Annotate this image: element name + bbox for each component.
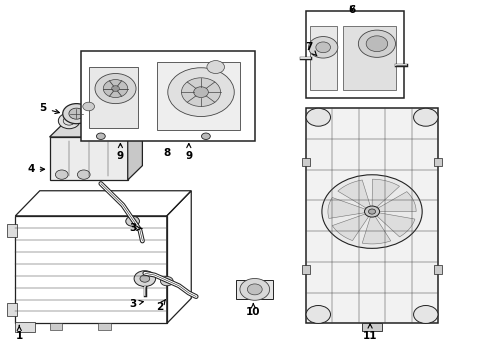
- Polygon shape: [328, 198, 365, 219]
- Circle shape: [366, 36, 388, 51]
- Text: 3: 3: [129, 224, 142, 233]
- Circle shape: [83, 102, 95, 111]
- Text: 8: 8: [163, 148, 171, 158]
- Circle shape: [112, 86, 120, 91]
- Text: 1: 1: [16, 325, 23, 341]
- Circle shape: [103, 80, 128, 98]
- Polygon shape: [332, 214, 368, 240]
- Text: 4: 4: [27, 164, 45, 174]
- Bar: [6, 224, 17, 237]
- Circle shape: [316, 42, 331, 53]
- Bar: [49, 323, 62, 330]
- Bar: [98, 323, 111, 330]
- Bar: [157, 62, 240, 130]
- Polygon shape: [377, 213, 415, 237]
- Circle shape: [55, 170, 68, 179]
- Bar: [81, 51, 255, 140]
- Circle shape: [306, 108, 331, 126]
- Circle shape: [201, 133, 210, 139]
- Polygon shape: [372, 179, 399, 207]
- Circle shape: [358, 30, 395, 57]
- Circle shape: [126, 216, 140, 226]
- Bar: [302, 158, 310, 166]
- Bar: [6, 303, 17, 316]
- Circle shape: [160, 276, 173, 286]
- Polygon shape: [128, 123, 143, 180]
- Text: 7: 7: [305, 42, 317, 56]
- Bar: [89, 67, 138, 128]
- Bar: [236, 280, 273, 299]
- Text: 11: 11: [363, 324, 377, 341]
- Bar: [362, 323, 382, 331]
- Bar: [310, 26, 337, 90]
- Bar: [302, 265, 310, 274]
- Polygon shape: [338, 180, 370, 208]
- Text: 9: 9: [185, 144, 193, 161]
- Text: 5: 5: [40, 103, 59, 113]
- Bar: [49, 137, 128, 180]
- Circle shape: [134, 271, 156, 287]
- Circle shape: [414, 306, 438, 323]
- Circle shape: [368, 209, 375, 214]
- Bar: [15, 322, 35, 332]
- Circle shape: [77, 170, 90, 179]
- Text: 6: 6: [349, 5, 356, 15]
- Polygon shape: [378, 192, 416, 212]
- Bar: [343, 26, 396, 90]
- Text: 9: 9: [117, 144, 124, 161]
- Polygon shape: [362, 217, 391, 244]
- Polygon shape: [49, 123, 143, 137]
- Circle shape: [168, 68, 234, 117]
- Text: 2: 2: [156, 300, 166, 312]
- Circle shape: [58, 113, 80, 129]
- Circle shape: [207, 60, 224, 73]
- Circle shape: [97, 133, 105, 139]
- Circle shape: [240, 279, 270, 300]
- Bar: [306, 108, 438, 323]
- Circle shape: [365, 206, 380, 217]
- Circle shape: [95, 73, 136, 104]
- Bar: [434, 265, 442, 274]
- Circle shape: [414, 108, 438, 126]
- Circle shape: [322, 175, 422, 248]
- Bar: [15, 216, 167, 323]
- Circle shape: [306, 306, 331, 323]
- Circle shape: [69, 108, 84, 119]
- Text: 3: 3: [129, 299, 144, 309]
- Circle shape: [181, 78, 221, 107]
- Circle shape: [63, 104, 90, 124]
- Bar: [306, 12, 404, 98]
- Bar: [434, 158, 442, 166]
- Circle shape: [247, 284, 262, 295]
- Text: 10: 10: [246, 304, 261, 317]
- Circle shape: [140, 275, 150, 282]
- Circle shape: [194, 87, 208, 98]
- Circle shape: [309, 37, 338, 58]
